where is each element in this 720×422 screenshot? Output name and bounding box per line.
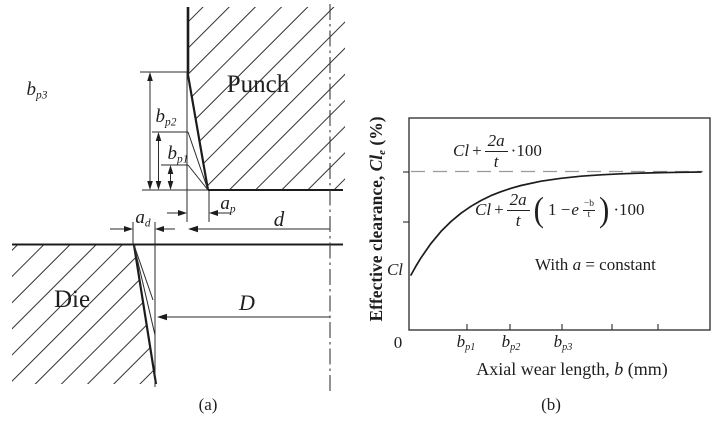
x-tick-label-bp1: bp1 — [456, 332, 476, 354]
x-tick-label-bp3: bp3 — [553, 332, 573, 354]
dimension-bp3 — [140, 71, 187, 190]
asymptote-formula: Cl + 2a t ·100 — [453, 131, 542, 171]
punch-hatch-area — [187, 7, 345, 190]
die-hatch-area — [12, 245, 156, 384]
punch-wear-profile-bp2 — [187, 131, 209, 191]
dimension-ap — [167, 210, 231, 216]
dimension-ad — [110, 226, 175, 232]
punch-wear-profile-bp1 — [187, 164, 209, 191]
punch-section — [142, 7, 345, 222]
plot-frame — [408, 117, 711, 331]
d-dim-label: d — [273, 207, 285, 231]
ad-dim-label: ad — [135, 207, 151, 230]
die-worn-edge — [132, 244, 158, 385]
condition-note: With a = constant — [535, 255, 656, 274]
dimension-bp2 — [152, 131, 188, 190]
plot-panel — [403, 117, 711, 331]
dimension-D — [157, 313, 330, 321]
dimension-d — [188, 225, 330, 233]
dimension-bp1 — [161, 164, 188, 190]
punch-worn-edge-bp3 — [186, 71, 210, 191]
caption-b: (b) — [541, 395, 561, 414]
y-axis-label: Effective clearance, Cle (%) — [365, 116, 389, 322]
fraction-2a-t: 2a t — [506, 191, 530, 230]
bp2-dim-label: bp2 — [155, 106, 177, 129]
bp3-dim-label: bp3 — [26, 79, 48, 102]
die-section — [12, 222, 343, 387]
ap-dim-label: ap — [220, 193, 236, 216]
punch-label: Punch — [226, 71, 290, 98]
cl-baseline-label: Cl — [386, 260, 404, 279]
clearance-curve — [410, 171, 702, 276]
x-origin-label: 0 — [393, 333, 403, 352]
x-tick-label-bp2: bp2 — [501, 332, 521, 354]
bp1-dim-label: bp1 — [167, 143, 189, 166]
caption-a: (a) — [198, 395, 218, 414]
D-dim-label: D — [239, 290, 255, 315]
die-label: Die — [53, 286, 91, 313]
exponent-fraction: −b t — [582, 199, 595, 220]
x-axis-label: Axial wear length, b (mm) — [476, 359, 668, 379]
die-wear-profile-2 — [133, 244, 156, 336]
plot-y-ticks — [403, 171, 409, 223]
plot-x-ticks — [466, 324, 659, 330]
die-wear-profile-1 — [133, 244, 154, 301]
curve-formula: Cl + 2a t ( 1 − e −b t ) ·100 — [475, 190, 645, 230]
fraction-2a-t: 2a t — [484, 132, 508, 171]
